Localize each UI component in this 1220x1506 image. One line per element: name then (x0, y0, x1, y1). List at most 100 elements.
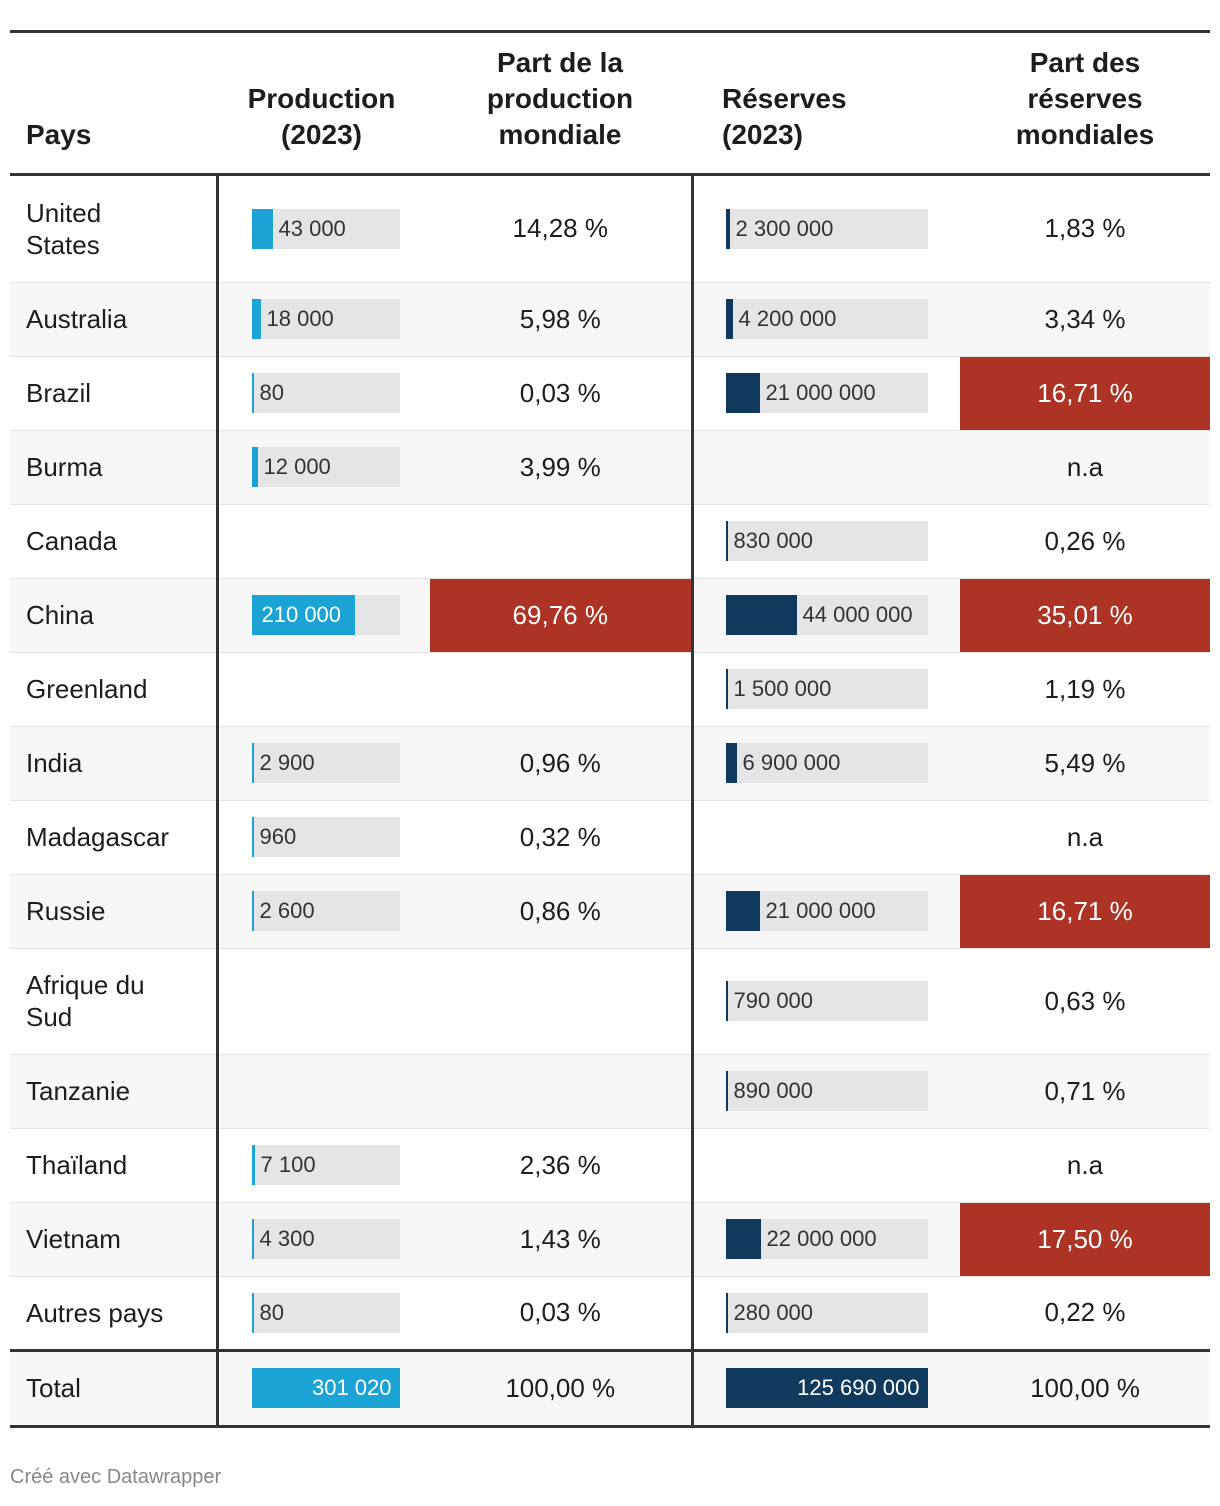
header-country[interactable]: Pays (26, 119, 92, 150)
total-row: Total 301 020 100,00 % 125 690 000 100,00 % (10, 1348, 1210, 1428)
table-row: Vietnam 4 300 1,43 % 22 000 000 17,50 % (10, 1202, 1210, 1277)
reserves-value: 22 000 000 (766, 1226, 877, 1251)
reserves-value: 280 000 (733, 1299, 814, 1325)
production-share: 0,96 % (430, 726, 692, 801)
production-share: 69,76 % (430, 578, 692, 653)
table-row: China 210 000 69,76 % 44 000 000 35,01 % (10, 578, 1210, 653)
reserves-bar (725, 891, 760, 931)
production-bar (251, 743, 254, 783)
production-share: 0,03 % (430, 356, 692, 431)
reserves-share: 5,49 % (960, 726, 1210, 801)
production-bar-track: 80 (251, 1292, 400, 1333)
production-share: 2,36 % (430, 1128, 692, 1203)
table-row: Greenland 1 500 000 1,19 % (10, 652, 1210, 727)
production-bar (251, 1219, 254, 1259)
reserves-bar-track: 44 000 000 (725, 595, 928, 635)
reserves-share: 0,22 % (960, 1276, 1210, 1351)
country-name: India (10, 726, 219, 801)
reserves-bar (725, 1071, 728, 1111)
reserves-value: 4 200 000 (738, 306, 837, 331)
production-value: 301 020 (311, 1375, 392, 1400)
country-name: Russie (10, 874, 219, 949)
production-bar-track: 18 000 (251, 299, 400, 339)
production-share: 0,03 % (430, 1276, 692, 1351)
reserves-value: 1 500 000 (733, 676, 832, 701)
production-value: 43 000 (278, 215, 346, 241)
country-name: Brazil (10, 356, 219, 431)
production-share: 5,98 % (430, 282, 692, 357)
country-name: United States (10, 176, 219, 283)
reserves-bar-track: 830 000 (725, 521, 928, 561)
reserves-bar-track: 21 000 000 (725, 373, 928, 413)
production-value: 12 000 (263, 454, 331, 479)
reserves-share: 0,63 % (960, 948, 1210, 1055)
table-row: Brazil 80 0,03 % 21 000 000 16,71 % (10, 356, 1210, 431)
production-share: 1,43 % (430, 1202, 692, 1277)
reserves-bar-track: 22 000 000 (725, 1219, 928, 1259)
production-bar-track: 80 (251, 373, 400, 413)
table-row: Australia 18 000 5,98 % 4 200 000 3,34 % (10, 282, 1210, 357)
reserves-bar (725, 1219, 761, 1259)
header-reserves[interactable]: Réserves (2023) (722, 83, 847, 150)
reserves-value: 2 300 000 (735, 215, 834, 241)
production-share (430, 504, 692, 579)
reserves-bar-track: 6 900 000 (725, 743, 928, 783)
reserves-share: 16,71 % (960, 356, 1210, 431)
table-row: Afrique du Sud 790 000 0,63 % (10, 948, 1210, 1055)
data-table: Pays Production (2023) Part de la producti… (10, 30, 1210, 1428)
production-bar-track: 301 020 (251, 1368, 400, 1408)
footer-credit: Créé avec Datawrapper (10, 1466, 222, 1488)
table-row: India 2 900 0,96 % 6 900 000 5,49 % (10, 726, 1210, 801)
production-bar (251, 1145, 255, 1185)
reserves-value: 21 000 000 (765, 380, 876, 405)
reserves-bar-track: 125 690 000 (725, 1368, 928, 1408)
reserves-bar (725, 1292, 728, 1333)
table-row: Russie 2 600 0,86 % 21 000 000 16,71 % (10, 874, 1210, 949)
reserves-bar (725, 299, 733, 339)
country-name: China (10, 578, 219, 653)
reserves-share: 17,50 % (960, 1202, 1210, 1277)
table-row: Madagascar 960 0,32 % n.a (10, 800, 1210, 875)
reserves-bar-track: 890 000 (725, 1071, 928, 1111)
production-value: 210 000 (261, 602, 342, 627)
reserves-share: 0,71 % (960, 1054, 1210, 1129)
production-value: 80 (259, 1299, 284, 1325)
table-row: Thaïland 7 100 2,36 % n.a (10, 1128, 1210, 1203)
total-production-share: 100,00 % (430, 1348, 692, 1428)
production-value: 4 300 (259, 1226, 315, 1251)
table-row: Autres pays 80 0,03 % 280 000 0,22 % (10, 1276, 1210, 1351)
production-bar-track: 2 900 (251, 743, 400, 783)
reserves-value: 125 690 000 (797, 1375, 920, 1400)
reserves-bar (725, 981, 728, 1021)
reserves-share: 3,34 % (960, 282, 1210, 357)
reserves-bar (725, 743, 737, 783)
production-bar-track: 2 600 (251, 891, 400, 931)
reserves-bar-track: 4 200 000 (725, 299, 928, 339)
header-production-share[interactable]: Part de la production mondiale (486, 47, 634, 150)
reserves-bar (725, 1368, 928, 1408)
production-value: 960 (259, 824, 297, 849)
country-name-text: Afrique du Sud (26, 970, 145, 1032)
reserves-bar (725, 595, 797, 635)
reserves-value: 44 000 000 (802, 602, 913, 627)
production-value: 7 100 (260, 1152, 316, 1177)
reserves-bar (725, 521, 728, 561)
country-name: Burma (10, 430, 219, 505)
country-name: Madagascar (10, 800, 219, 875)
reserves-bar-track: 2 300 000 (725, 208, 928, 249)
reserves-share: n.a (960, 1128, 1210, 1203)
reserves-value: 890 000 (733, 1078, 814, 1103)
header-production[interactable]: Production (2023) (247, 83, 396, 150)
country-name: Autres pays (10, 1276, 219, 1351)
reserves-share: 1,19 % (960, 652, 1210, 727)
production-value: 2 600 (259, 898, 315, 923)
table-row: Burma 12 000 3,99 % n.a (10, 430, 1210, 505)
reserves-value: 6 900 000 (742, 750, 841, 775)
reserves-share: 16,71 % (960, 874, 1210, 949)
production-value: 80 (259, 380, 284, 405)
production-bar-track: 4 300 (251, 1219, 400, 1259)
production-share (430, 948, 692, 1055)
production-bar-track: 7 100 (251, 1145, 400, 1185)
header-reserves-share[interactable]: Part des réserves mondiales (1015, 47, 1155, 150)
total-reserves-share: 100,00 % (960, 1348, 1210, 1428)
